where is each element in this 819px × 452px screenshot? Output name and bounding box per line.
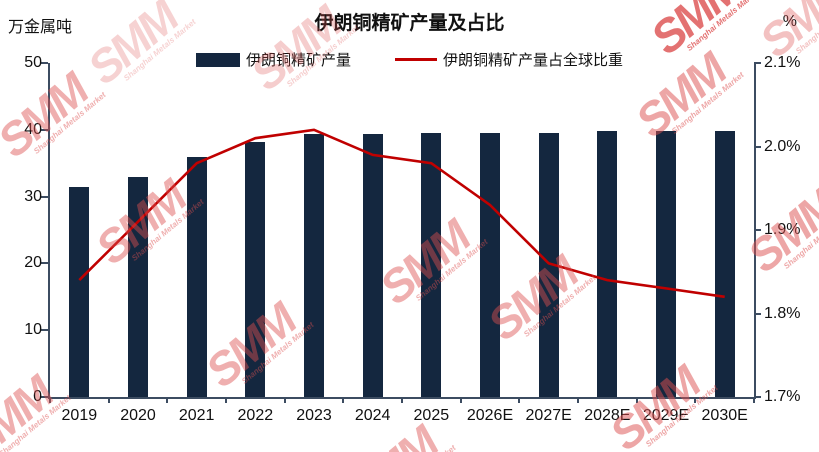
bar-2021 — [186, 156, 207, 397]
x-axis-tick — [107, 397, 110, 403]
right-axis-label: 2.1% — [764, 54, 801, 71]
x-label-2020: 2020 — [120, 407, 156, 424]
x-axis-tick — [49, 397, 51, 403]
x-label-2027E: 2027E — [525, 407, 572, 424]
legend-label-production: 伊朗铜精矿产量 — [245, 52, 351, 69]
x-axis-tick — [753, 397, 755, 403]
left-axis-label: 40 — [24, 120, 42, 138]
legend: 伊朗铜精矿产量 伊朗铜精矿产量占全球比重 — [0, 49, 819, 70]
legend-item-production: 伊朗铜精矿产量 — [195, 49, 351, 70]
x-label-2023: 2023 — [296, 407, 332, 424]
right-axis-label: 2.0% — [764, 137, 801, 155]
x-axis-tick — [459, 397, 462, 403]
left-axis-label: 50 — [24, 54, 42, 71]
left-axis-label: 0 — [33, 388, 42, 405]
x-axis-tick — [401, 397, 403, 403]
x-label-2024: 2024 — [354, 407, 391, 424]
left-axis-tick — [41, 396, 48, 398]
chart-title: 伊朗铜精矿产量及占比 — [314, 13, 505, 34]
bar-2022 — [245, 141, 266, 397]
left-axis-tick — [41, 62, 48, 64]
right-axis-tick — [754, 62, 761, 64]
bar-2026E — [480, 133, 500, 397]
bar-2028E — [597, 131, 618, 397]
left-axis-tick — [41, 329, 48, 332]
bar-2024 — [362, 133, 383, 397]
right-axis-tick — [754, 396, 761, 398]
bar-2030E — [714, 131, 735, 397]
right-axis-tick — [754, 312, 761, 315]
left-axis-label: 10 — [24, 321, 42, 339]
right-axis-tick — [754, 145, 761, 148]
right-axis-label: 1.7% — [764, 388, 801, 405]
left-axis-label: 20 — [24, 254, 42, 272]
bar-2029E — [656, 131, 676, 397]
smm-watermark-subtext: Shanghai Metals Market — [382, 443, 458, 452]
x-axis-tick — [694, 397, 697, 403]
right-axis-unit-label: % — [782, 13, 797, 30]
left-axis-tick — [41, 128, 48, 131]
left-axis-tick — [41, 262, 48, 265]
x-axis-tick — [283, 397, 286, 403]
left-axis-label: 30 — [24, 187, 42, 205]
bar-series-swatch — [195, 52, 240, 67]
bar-2027E — [538, 133, 559, 397]
x-label-2030E: 2030E — [701, 407, 748, 424]
bar-2020 — [128, 176, 148, 397]
x-axis-tick — [225, 397, 227, 403]
bar-2019 — [69, 186, 90, 397]
x-axis-tick — [577, 397, 579, 403]
x-label-2029E: 2029E — [642, 407, 690, 424]
left-axis-unit-label: 万金属吨 — [8, 19, 73, 36]
legend-label-share: 伊朗铜精矿产量占全球比重 — [443, 52, 624, 69]
x-label-2025: 2025 — [413, 407, 450, 424]
x-axis-tick — [635, 397, 638, 403]
trend-line — [78, 128, 725, 299]
x-label-2028E: 2028E — [584, 407, 631, 424]
x-axis-tick — [342, 397, 345, 403]
x-label-2022: 2022 — [237, 407, 274, 424]
line-series-swatch — [395, 58, 437, 61]
legend-item-share: 伊朗铜精矿产量占全球比重 — [395, 49, 623, 70]
bar-2025 — [421, 133, 442, 397]
bar-2023 — [304, 134, 324, 397]
x-axis-tick — [166, 397, 169, 403]
right-axis-label: 1.8% — [764, 304, 801, 322]
x-label-2019: 2019 — [61, 407, 98, 424]
x-label-2021: 2021 — [178, 407, 215, 424]
right-axis-label: 1.9% — [764, 221, 801, 238]
x-label-2026E: 2026E — [466, 407, 514, 424]
trend-line-layer — [78, 128, 725, 299]
x-axis-tick — [518, 397, 521, 403]
plot-area: 0 10 20 30 40 50 1.7% 1.8% 1.9% 2.0% 2.1% 2019 2020 2… — [24, 54, 800, 424]
left-axis-tick — [41, 195, 48, 198]
right-axis-tick — [754, 229, 761, 231]
